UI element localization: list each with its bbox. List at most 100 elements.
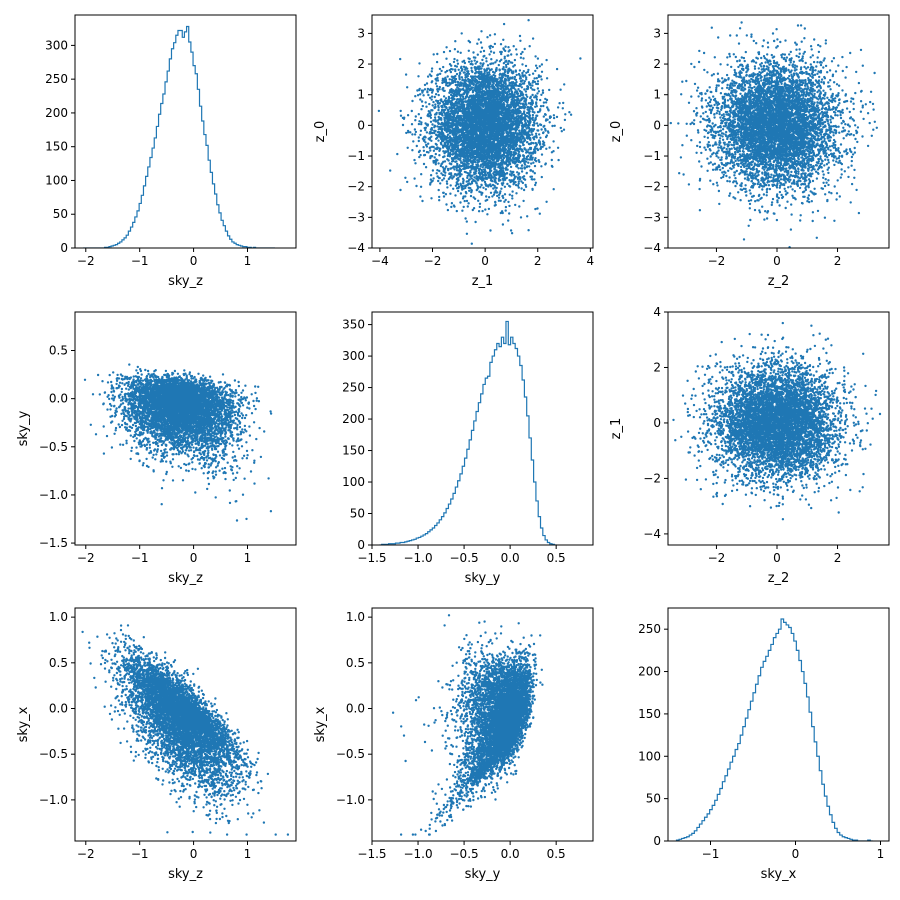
axes-frame	[372, 312, 593, 545]
y-tick-label: 50	[646, 792, 661, 806]
x-tick-label: 0	[190, 551, 198, 565]
y-tick-label: 3	[357, 26, 365, 40]
x-tick-label: −1.0	[403, 551, 432, 565]
x-tick-label: −1.5	[357, 847, 386, 861]
y-tick-label: −0.5	[39, 440, 68, 454]
x-tick-label: −2	[708, 254, 726, 268]
y-tick-label: 100	[45, 173, 68, 187]
y-tick-label: 2	[653, 57, 661, 71]
x-tick-label: 0	[773, 254, 781, 268]
y-tick-label: 150	[342, 444, 365, 458]
y-axis-label: z_0	[609, 121, 624, 143]
y-tick-label: −0.5	[336, 747, 365, 761]
y-tick-label: 1	[653, 88, 661, 102]
y-tick-label: 100	[342, 475, 365, 489]
y-tick-label: 200	[45, 106, 68, 120]
y-tick-label: −2	[643, 471, 661, 485]
x-axis-label: sky_z	[168, 274, 203, 289]
y-tick-label: −4	[347, 241, 365, 255]
x-tick-label: 4	[587, 254, 595, 268]
scatter-points	[84, 363, 272, 521]
x-tick-label: 0.0	[501, 551, 520, 565]
subplot-6: −2 0 2 −4 −2 0 2 4 z_2 z_1	[609, 305, 900, 586]
x-tick-label: −1.0	[403, 847, 432, 861]
y-tick-label: 0.0	[49, 392, 68, 406]
x-axis-label: sky_z	[168, 571, 203, 586]
plot-area	[379, 321, 556, 545]
y-tick-label: 1.0	[49, 610, 68, 624]
y-tick-label: 0	[357, 538, 365, 552]
y-tick-label: −1.0	[336, 793, 365, 807]
y-tick-label: 50	[350, 507, 365, 521]
x-tick-label: 2	[834, 551, 842, 565]
y-axis-label: sky_x	[16, 706, 31, 742]
axes-frame	[75, 15, 296, 248]
x-tick-label: −1	[131, 254, 149, 268]
plot-area	[677, 619, 873, 841]
x-tick-label: −2	[424, 254, 442, 268]
y-tick-label: 50	[53, 207, 68, 221]
y-tick-label: 2	[653, 360, 661, 374]
x-axis-label: sky_y	[465, 867, 501, 882]
y-tick-label: 300	[342, 349, 365, 363]
plot-area	[666, 6, 879, 248]
x-tick-label: −0.5	[450, 551, 479, 565]
y-tick-label: 0	[653, 834, 661, 848]
y-tick-label: −3	[643, 210, 661, 224]
y-tick-label: 0.0	[49, 702, 68, 716]
y-tick-label: 300	[45, 38, 68, 52]
x-tick-label: 0.5	[547, 847, 566, 861]
x-tick-label: −2	[77, 847, 95, 861]
x-tick-label: −0.5	[450, 847, 479, 861]
x-tick-label: 0	[773, 551, 781, 565]
y-tick-label: 1.0	[346, 610, 365, 624]
y-axis-label: z_1	[609, 418, 624, 440]
y-tick-label: 0	[653, 416, 661, 430]
histogram-step-line	[677, 619, 873, 841]
plot-area	[84, 363, 272, 521]
y-tick-label: 200	[638, 665, 661, 679]
y-tick-label: −1	[347, 149, 365, 163]
x-tick-label: 2	[834, 254, 842, 268]
y-tick-label: 4	[653, 305, 661, 319]
x-axis-label: z_2	[768, 274, 790, 289]
x-tick-label: 0	[481, 254, 489, 268]
y-tick-label: 2	[357, 57, 365, 71]
y-tick-label: 0.5	[49, 656, 68, 670]
scatter-points	[81, 624, 289, 836]
x-tick-label: −1	[702, 847, 720, 861]
y-axis-label: sky_x	[313, 706, 328, 742]
x-tick-label: 0	[190, 254, 198, 268]
y-tick-label: −1	[643, 149, 661, 163]
x-tick-label: 0	[190, 847, 198, 861]
histogram-step-line	[83, 26, 275, 248]
scatter-points	[378, 19, 582, 255]
y-tick-label: −1.0	[39, 488, 68, 502]
y-tick-label: −1.5	[39, 536, 68, 550]
x-tick-label: 1	[244, 847, 252, 861]
plot-area	[392, 614, 544, 836]
y-tick-label: 0.5	[346, 656, 365, 670]
x-axis-label: sky_z	[168, 867, 203, 882]
x-axis-label: z_1	[472, 274, 494, 289]
scatter-points	[392, 614, 544, 836]
y-tick-label: 0	[357, 118, 365, 132]
y-tick-label: 250	[45, 72, 68, 86]
y-tick-label: 0.0	[346, 702, 365, 716]
y-tick-label: 0	[653, 118, 661, 132]
x-tick-label: −2	[708, 551, 726, 565]
x-tick-label: 2	[534, 254, 542, 268]
x-tick-label: 1	[877, 847, 885, 861]
x-axis-label: z_2	[768, 571, 790, 586]
x-tick-label: −4	[371, 254, 389, 268]
y-tick-label: −4	[643, 527, 661, 541]
y-tick-label: −2	[643, 180, 661, 194]
axes-frame	[668, 608, 889, 841]
subplot-8: −1.5 −1.0 −0.5 0.0 0.5−1.0−0.50.00.51.0sky_y…	[313, 608, 593, 882]
y-tick-label: 0.5	[49, 344, 68, 358]
